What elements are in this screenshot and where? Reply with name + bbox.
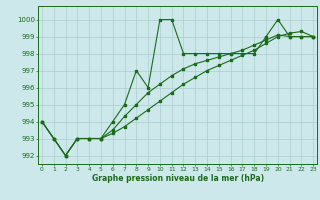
X-axis label: Graphe pression niveau de la mer (hPa): Graphe pression niveau de la mer (hPa): [92, 174, 264, 183]
